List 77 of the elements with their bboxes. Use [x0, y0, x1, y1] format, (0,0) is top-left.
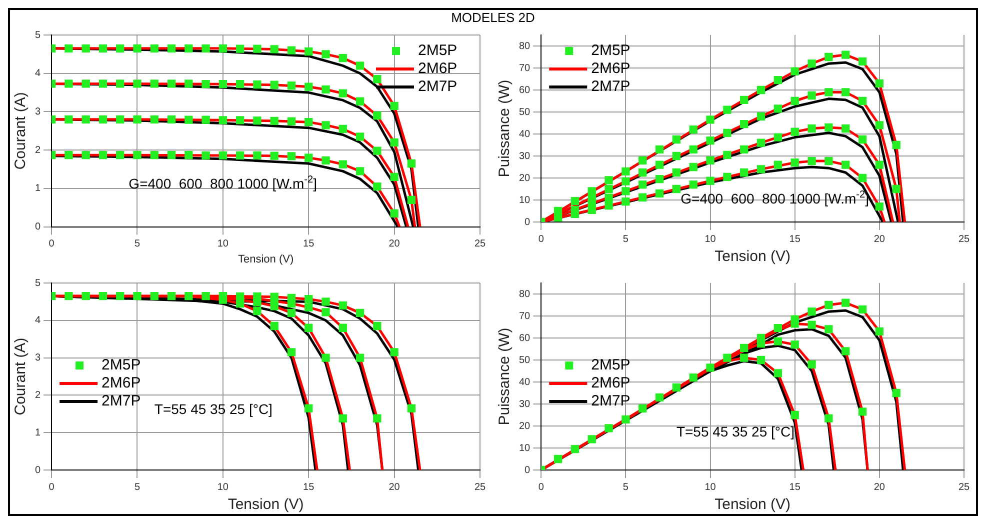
x-axis-title: Tension (V): [714, 248, 790, 266]
y-axis-title: Puissance (W): [496, 328, 514, 426]
y-tick-label: 0: [524, 216, 531, 228]
y-tick-label: 80: [519, 288, 531, 300]
legend-label: 2M5P: [591, 42, 630, 60]
x-axis-title: Tension (V): [238, 253, 294, 266]
legend-label: 2M7P: [591, 392, 630, 410]
x-tick-label: 25: [958, 234, 970, 245]
x-tick-label: 20: [874, 234, 886, 245]
legend-label: 2M7P: [418, 78, 458, 96]
y-tick-label: 40: [519, 128, 531, 140]
y-axis-title: Courant (A): [12, 92, 30, 170]
x-tick-label: 0: [538, 482, 544, 493]
x-tick-label: 10: [704, 234, 716, 245]
x-tick-label: 10: [704, 482, 716, 493]
legend-label: 2M5P: [591, 356, 630, 374]
y-tick-label: 4: [35, 68, 41, 80]
x-tick-label: 15: [303, 482, 315, 493]
y-tick-label: 1: [35, 427, 41, 438]
x-tick-label: 20: [388, 238, 400, 250]
x-tick-label: 25: [474, 482, 486, 493]
y-tick-label: 80: [519, 40, 531, 52]
y-tick-label: 3: [35, 352, 41, 364]
y-tick-label: 50: [519, 354, 531, 366]
x-tick-label: 5: [134, 482, 140, 493]
y-axis-title: Puissance (W): [496, 80, 514, 178]
y-tick-label: 70: [519, 310, 531, 322]
x-tick-label: 10: [217, 482, 229, 493]
annotation: T=55 45 35 25 [°C]: [676, 423, 795, 440]
legend-label: 2M6P: [591, 60, 630, 78]
x-axis-title: Tension (V): [714, 496, 790, 514]
y-tick-label: 30: [519, 398, 531, 410]
y-tick-label: 3: [35, 106, 41, 118]
y-tick-label: 60: [519, 84, 531, 96]
x-tick-label: 25: [958, 482, 970, 493]
x-tick-label: 10: [217, 238, 229, 250]
x-tick-label: 0: [538, 234, 544, 245]
x-tick-label: 15: [303, 238, 315, 250]
x-tick-label: 15: [789, 482, 801, 493]
y-tick-label: 1: [35, 183, 41, 194]
legend-label: 2M6P: [102, 374, 141, 392]
y-tick-label: 0: [524, 464, 531, 476]
y-tick-label: 2: [35, 144, 41, 156]
x-tick-label: 5: [622, 482, 629, 493]
legend-label: 2M6P: [418, 60, 458, 78]
legend-label: 2M7P: [102, 392, 141, 410]
x-tick-label: 20: [388, 482, 400, 493]
y-tick-label: 5: [35, 278, 41, 289]
x-tick-label: 15: [789, 234, 801, 245]
y-tick-label: 40: [519, 376, 531, 388]
legend-label: 2M6P: [591, 374, 630, 392]
legend-label: 2M5P: [102, 356, 141, 374]
y-tick-label: 10: [519, 442, 531, 454]
x-tick-label: 20: [874, 482, 886, 493]
legend-label: 2M5P: [418, 42, 458, 60]
y-axis-title: Courant (A): [12, 338, 30, 416]
y-tick-label: 2: [35, 390, 41, 401]
y-tick-label: 30: [519, 150, 531, 162]
annotation: T=55 45 35 25 [°C]: [154, 400, 272, 417]
y-tick-label: 50: [519, 106, 531, 118]
x-tick-label: 25: [474, 238, 486, 250]
y-tick-label: 4: [35, 315, 41, 326]
chart-title: MODELES 2D: [450, 10, 536, 26]
legend-label: 2M7P: [591, 78, 630, 96]
x-axis-title: Tension (V): [228, 496, 304, 514]
x-tick-label: 5: [622, 234, 629, 245]
y-tick-label: 0: [35, 222, 41, 233]
y-tick-label: 5: [35, 30, 41, 41]
y-tick-label: 20: [519, 420, 531, 432]
x-tick-label: 0: [48, 238, 55, 250]
y-tick-label: 70: [519, 62, 531, 74]
x-tick-label: 0: [48, 482, 55, 493]
y-tick-label: 20: [519, 172, 531, 184]
y-tick-label: 60: [519, 332, 531, 344]
y-tick-label: 0: [35, 464, 41, 476]
x-tick-label: 5: [134, 238, 140, 250]
y-tick-label: 10: [519, 194, 531, 206]
